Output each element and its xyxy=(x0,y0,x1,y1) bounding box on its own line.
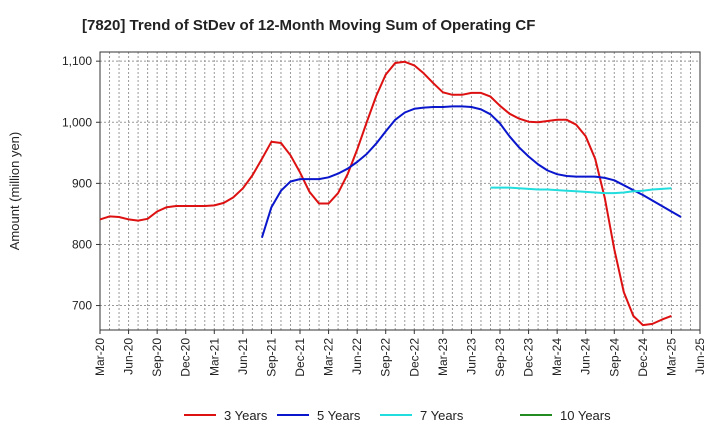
series-group xyxy=(99,60,682,327)
y-axis: 700 800 900 1,000 1,100 xyxy=(62,54,100,313)
x-tick-label: Sep-21 xyxy=(264,338,278,377)
x-tick-label: Dec-24 xyxy=(636,338,650,377)
y-tick-label: 1,100 xyxy=(62,54,92,68)
legend: 3 Years 5 Years 7 Years 10 Years xyxy=(184,408,611,423)
x-axis: Mar-20 Jun-20 Sep-20 Dec-20 Mar-21 Jun-21 Sep-… xyxy=(93,330,707,377)
series-line-3-years xyxy=(99,60,672,327)
x-tick-label: Jun-21 xyxy=(236,338,250,375)
x-tick-label: Jun-20 xyxy=(122,338,136,375)
y-axis-label: Amount (million yen) xyxy=(7,132,22,251)
x-tick-label: Mar-20 xyxy=(93,338,107,376)
y-tick-label: 700 xyxy=(72,299,92,313)
y-tick-label: 800 xyxy=(72,237,92,251)
x-tick-label: Jun-25 xyxy=(693,338,707,375)
x-tick-label: Jun-24 xyxy=(579,338,593,375)
x-tick-label: Jun-23 xyxy=(464,338,478,375)
chart-title: [7820] Trend of StDev of 12-Month Moving… xyxy=(82,17,535,34)
plot-frame xyxy=(99,51,701,331)
x-tick-label: Jun-22 xyxy=(350,338,364,375)
legend-label-3-years: 3 Years xyxy=(224,408,268,423)
x-tick-label: Mar-25 xyxy=(664,338,678,376)
legend-label-7-years: 7 Years xyxy=(420,408,464,423)
x-tick-label: Sep-24 xyxy=(607,338,621,377)
y-tick-label: 900 xyxy=(72,176,92,190)
x-tick-label: Dec-22 xyxy=(407,338,421,377)
x-tick-label: Mar-24 xyxy=(550,338,564,376)
x-tick-label: Mar-23 xyxy=(436,338,450,376)
x-tick-label: Sep-20 xyxy=(150,338,164,377)
x-tick-label: Dec-21 xyxy=(293,338,307,377)
series-line-5-years xyxy=(260,105,682,238)
chart-grid xyxy=(100,52,700,330)
x-tick-label: Dec-20 xyxy=(179,338,193,377)
x-tick-label: Dec-23 xyxy=(522,338,536,377)
series-line-7-years xyxy=(490,186,672,195)
x-tick-label: Mar-22 xyxy=(322,338,336,376)
x-tick-label: Sep-23 xyxy=(493,338,507,377)
x-tick-label: Sep-22 xyxy=(379,338,393,377)
legend-label-5-years: 5 Years xyxy=(317,408,361,423)
legend-label-10-years: 10 Years xyxy=(560,408,611,423)
y-tick-label: 1,000 xyxy=(62,115,92,129)
x-tick-label: Mar-21 xyxy=(207,338,221,376)
